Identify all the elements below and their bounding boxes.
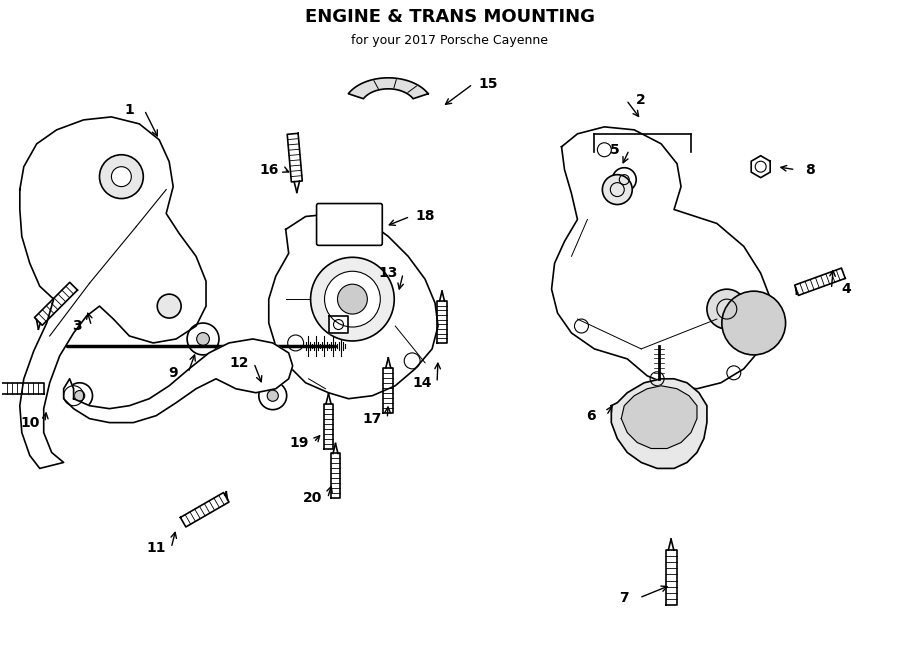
Polygon shape [269, 214, 438, 399]
FancyBboxPatch shape [317, 204, 382, 245]
Text: 16: 16 [259, 163, 278, 176]
Text: 6: 6 [587, 408, 596, 422]
Circle shape [612, 168, 636, 192]
Circle shape [260, 360, 285, 386]
Circle shape [75, 391, 85, 401]
Circle shape [67, 383, 93, 408]
Text: 8: 8 [806, 163, 815, 176]
Circle shape [259, 382, 287, 410]
Circle shape [187, 323, 219, 355]
Text: 13: 13 [379, 266, 398, 280]
Circle shape [722, 291, 786, 355]
Text: 12: 12 [230, 356, 248, 370]
Text: 15: 15 [478, 77, 498, 91]
Circle shape [602, 175, 632, 204]
Text: 20: 20 [303, 491, 322, 505]
Text: 18: 18 [416, 210, 435, 223]
Circle shape [158, 294, 181, 318]
Text: 17: 17 [363, 412, 382, 426]
Text: 2: 2 [636, 93, 646, 107]
Text: ENGINE & TRANS MOUNTING: ENGINE & TRANS MOUNTING [305, 9, 595, 26]
Text: 10: 10 [20, 416, 40, 430]
Polygon shape [20, 117, 206, 469]
Text: 7: 7 [619, 591, 629, 605]
Circle shape [267, 390, 278, 401]
Polygon shape [328, 316, 348, 333]
Text: 19: 19 [289, 436, 309, 449]
Polygon shape [621, 386, 697, 449]
Circle shape [197, 332, 210, 345]
Text: 11: 11 [147, 541, 166, 555]
Circle shape [267, 368, 278, 378]
Circle shape [706, 289, 747, 329]
Text: 3: 3 [72, 319, 81, 333]
Circle shape [100, 155, 143, 198]
Polygon shape [552, 127, 770, 389]
Text: 1: 1 [124, 103, 134, 117]
Circle shape [310, 257, 394, 341]
Polygon shape [611, 379, 706, 469]
Polygon shape [348, 78, 428, 98]
Text: 4: 4 [842, 282, 851, 296]
Polygon shape [752, 156, 770, 178]
Text: 5: 5 [609, 143, 619, 157]
Text: 14: 14 [412, 376, 432, 390]
Circle shape [338, 284, 367, 314]
Polygon shape [64, 339, 292, 422]
Circle shape [325, 271, 381, 327]
Text: 9: 9 [168, 366, 178, 380]
Circle shape [340, 212, 364, 237]
Circle shape [112, 167, 131, 186]
Text: for your 2017 Porsche Cayenne: for your 2017 Porsche Cayenne [352, 34, 548, 47]
Circle shape [347, 219, 357, 229]
